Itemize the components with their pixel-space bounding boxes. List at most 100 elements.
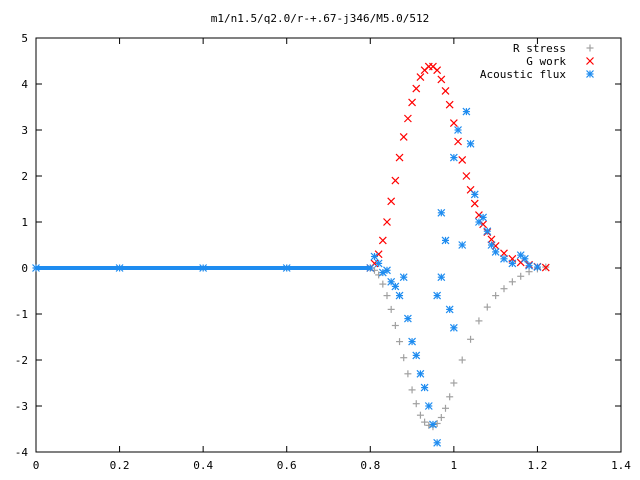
data-point [500, 285, 508, 293]
data-point [487, 241, 496, 249]
data-point [412, 400, 420, 408]
legend-label: G work [526, 55, 566, 68]
data-point [483, 227, 492, 236]
series-0 [32, 263, 550, 431]
plot-frame [35, 37, 622, 453]
data-point [487, 235, 496, 244]
data-point [466, 139, 475, 148]
data-point [399, 273, 408, 282]
data-point [387, 305, 395, 313]
data-point [387, 197, 396, 206]
data-point [437, 414, 445, 421]
data-point [429, 420, 437, 429]
data-point [462, 107, 471, 116]
data-point [379, 280, 387, 288]
y-tick-label: 1 [21, 216, 28, 229]
data-point [445, 100, 454, 109]
data-point [433, 419, 441, 427]
data-point [449, 119, 458, 128]
data-point [525, 268, 533, 276]
x-tick-label: 0.6 [277, 459, 297, 472]
axes-group: 0 0.2 0.4 0.6 0.8 1 1.2 1.4 -4 -3 -2 -1 0 1 2 3 4 5 [15, 32, 632, 472]
data-point [383, 218, 391, 226]
data-point [396, 338, 404, 346]
y-tick-label: 5 [21, 32, 28, 45]
x-tick-label: 1.2 [527, 459, 547, 472]
data-point [491, 247, 500, 256]
data-point [421, 418, 429, 426]
data-point [370, 252, 379, 261]
data-point [525, 261, 533, 270]
y-tick-label: -1 [15, 308, 28, 321]
data-point [467, 335, 475, 343]
data-point [408, 386, 416, 394]
data-point [437, 273, 446, 282]
data-point [517, 272, 525, 280]
data-point [483, 303, 491, 311]
data-point [403, 314, 412, 323]
y-tick-label: 0 [21, 262, 28, 275]
x-tick-label: 1.4 [611, 459, 631, 472]
data-point [479, 213, 488, 222]
legend-label: R stress [513, 42, 566, 55]
data-point [508, 259, 517, 268]
data-point [458, 155, 467, 164]
data-point [437, 75, 446, 84]
y-tick-label: 4 [21, 78, 28, 91]
x-tick-label: 0.8 [360, 459, 380, 472]
data-point [500, 254, 508, 263]
data-point [420, 383, 429, 392]
data-point [403, 114, 412, 123]
data-point [416, 411, 424, 419]
data-point [425, 421, 433, 429]
data-point [395, 291, 404, 300]
data-point [408, 98, 416, 107]
chart-title: m1/n1.5/q2.0/r-+.67-j346/M5.0/512 [211, 12, 430, 25]
data-point [446, 393, 454, 401]
series-2 [32, 107, 542, 447]
y-tick-label: 3 [21, 124, 28, 137]
data-point [424, 402, 433, 410]
data-point [441, 236, 450, 245]
data-point [449, 323, 458, 332]
y-tick-label: -2 [15, 354, 28, 367]
data-point [533, 263, 542, 272]
data-point [395, 153, 404, 162]
data-point [442, 404, 449, 412]
data-point [520, 254, 529, 263]
legend-marker [586, 44, 594, 52]
data-point [508, 278, 516, 286]
data-point [400, 354, 408, 362]
data-point [458, 241, 467, 249]
data-point [458, 356, 466, 364]
x-tick-label: 0.2 [110, 459, 130, 472]
data-point [450, 379, 458, 387]
data-point [449, 153, 458, 162]
data-point [408, 337, 416, 346]
data-point [399, 132, 408, 141]
data-point [437, 208, 446, 217]
data-point [391, 282, 400, 291]
legend-marker [586, 57, 594, 65]
data-point [416, 73, 425, 82]
data-point [374, 259, 383, 268]
data-point [470, 190, 479, 199]
data-point [454, 126, 462, 134]
data-point [412, 84, 421, 93]
x-tick-label: 1 [451, 459, 458, 472]
data-point [433, 438, 442, 447]
x-tick-label: 0 [33, 459, 40, 472]
data-point [492, 292, 500, 300]
legend-marker [586, 70, 594, 78]
data-marks-group [32, 62, 550, 447]
data-point [391, 176, 400, 185]
y-tick-label: -4 [15, 446, 29, 459]
data-point [470, 199, 479, 208]
y-tick-label: 2 [21, 170, 28, 183]
data-point [383, 292, 391, 300]
data-point [391, 322, 399, 329]
data-point [412, 351, 421, 360]
data-point [441, 86, 450, 95]
